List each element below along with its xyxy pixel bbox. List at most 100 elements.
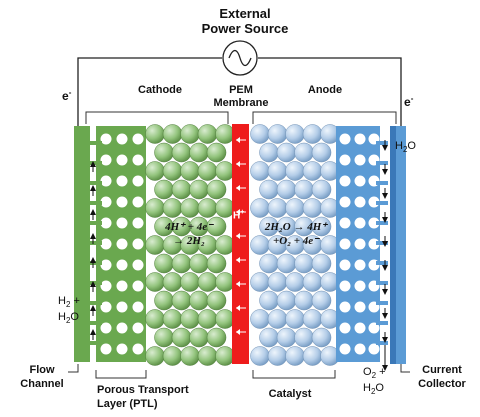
ptl-pore: [339, 280, 351, 292]
cathode-catalyst-sphere: [180, 272, 200, 292]
cathode-catalyst-sphere: [206, 290, 227, 311]
channel-rib: [376, 181, 388, 185]
channel-rib: [88, 341, 102, 345]
pem-membrane: [232, 124, 249, 364]
ptl-pore: [116, 280, 128, 292]
ptl-pore: [100, 280, 112, 292]
ptl-pore: [368, 217, 380, 229]
channel-rib: [88, 141, 102, 145]
current-collector-label: Current Collector: [418, 364, 466, 390]
cathode-catalyst-sphere: [197, 346, 218, 366]
anode-catalyst-sphere: [285, 309, 305, 329]
anode-catalyst-sphere: [285, 346, 305, 366]
o2-outlet-label: O2 + H2O: [363, 366, 386, 397]
ptl-pore: [132, 259, 144, 271]
cathode-catalyst-sphere: [162, 161, 183, 181]
anode-catalyst-sphere: [250, 198, 270, 218]
membrane-arrowhead: [236, 137, 240, 143]
ptl-pore: [116, 301, 128, 313]
anode-catalyst-sphere: [267, 124, 288, 144]
ptl-pore: [100, 175, 112, 187]
membrane-arrowhead: [236, 209, 240, 215]
ptl-pore: [339, 259, 351, 271]
anode-reaction: 2H₂O → 4H⁺ +O₂ + 4e⁻: [264, 221, 328, 247]
channel-rib: [88, 321, 102, 325]
cathode-catalyst-sphere: [215, 198, 235, 218]
cathode-bracket: [85, 111, 229, 124]
ptl-pore: [116, 217, 128, 229]
anode-catalyst-sphere: [294, 290, 314, 311]
anode-bracket: [252, 111, 397, 124]
channel-rib: [376, 241, 388, 245]
anode-catalyst-sphere: [267, 346, 288, 366]
h2-outlet-label: H2 + H2O: [58, 295, 80, 326]
ptl-pore: [116, 154, 128, 166]
ptl-pore: [116, 322, 128, 334]
anode-catalyst-sphere: [259, 290, 279, 311]
flow-channel-leader: [68, 364, 79, 373]
ptl-pore: [339, 238, 351, 250]
ptl-pore: [100, 217, 112, 229]
anode-catalyst-sphere: [311, 290, 332, 311]
ptl-bracket: [95, 370, 147, 379]
cathode-catalyst-sphere: [206, 179, 227, 200]
anode-catalyst-sphere: [294, 327, 314, 348]
ptl-pore: [100, 343, 112, 355]
anode-catalyst-sphere: [302, 309, 323, 329]
anode-label: Anode: [307, 84, 343, 96]
cathode-catalyst-sphere: [145, 161, 165, 181]
cathode-catalyst-sphere: [171, 290, 192, 311]
ptl-pore: [339, 217, 351, 229]
ptl-pore: [354, 175, 366, 187]
anode-catalyst-sphere: [285, 124, 305, 144]
ptl-pore: [339, 301, 351, 313]
ptl-pore: [116, 343, 128, 355]
channel-rib: [376, 141, 388, 145]
cathode-catalyst-sphere: [180, 198, 200, 218]
anode-catalyst: [250, 124, 340, 366]
channel-rib: [88, 161, 102, 165]
channel-rib: [88, 221, 102, 225]
ptl-pore: [116, 175, 128, 187]
anode-catalyst-sphere: [259, 179, 279, 200]
anode-catalyst-sphere: [267, 309, 288, 329]
ptl-pore: [100, 154, 112, 166]
ptl-pore: [368, 322, 380, 334]
anode-catalyst-sphere: [267, 272, 288, 292]
anode-catalyst-sphere: [250, 346, 270, 366]
anode-catalyst-sphere: [302, 161, 323, 181]
channel-rib: [376, 321, 388, 325]
ptl-pore: [368, 343, 380, 355]
cathode-catalyst-sphere: [215, 309, 235, 329]
anode-catalyst-sphere: [276, 179, 297, 200]
channel-rib: [88, 201, 102, 205]
membrane-arrowhead: [236, 161, 240, 167]
channel-rib: [376, 281, 388, 285]
membrane-arrowhead: [236, 281, 240, 287]
anode-catalyst-sphere: [250, 124, 270, 144]
cathode-catalyst-sphere: [206, 327, 227, 348]
ptl-pore: [354, 154, 366, 166]
cathode-catalyst-sphere: [197, 161, 218, 181]
channel-rib: [88, 241, 102, 245]
cathode-catalyst-sphere: [145, 272, 165, 292]
bottom-leaders: [68, 364, 410, 379]
cathode-label: Cathode: [138, 84, 182, 96]
ptl-pore: [354, 280, 366, 292]
current-collector-edge: [390, 126, 396, 364]
catalyst-bracket: [252, 370, 336, 379]
channel-rib: [376, 341, 388, 345]
anode-catalyst-sphere: [302, 124, 323, 144]
cathode-catalyst-sphere: [162, 309, 183, 329]
ptl-pore: [100, 259, 112, 271]
cathode-reaction: 4H⁺ + 4e⁻ → 2H₂: [165, 221, 213, 247]
ptl-pore: [339, 133, 351, 145]
ptl-pore: [132, 322, 144, 334]
ptl-pore: [354, 322, 366, 334]
ptl-pore: [116, 196, 128, 208]
ptl-pore: [354, 301, 366, 313]
membrane-arrowhead: [236, 185, 240, 191]
anode-catalyst-sphere: [311, 327, 332, 348]
membrane-bar: [232, 124, 249, 364]
cathode-catalyst: [145, 124, 235, 366]
